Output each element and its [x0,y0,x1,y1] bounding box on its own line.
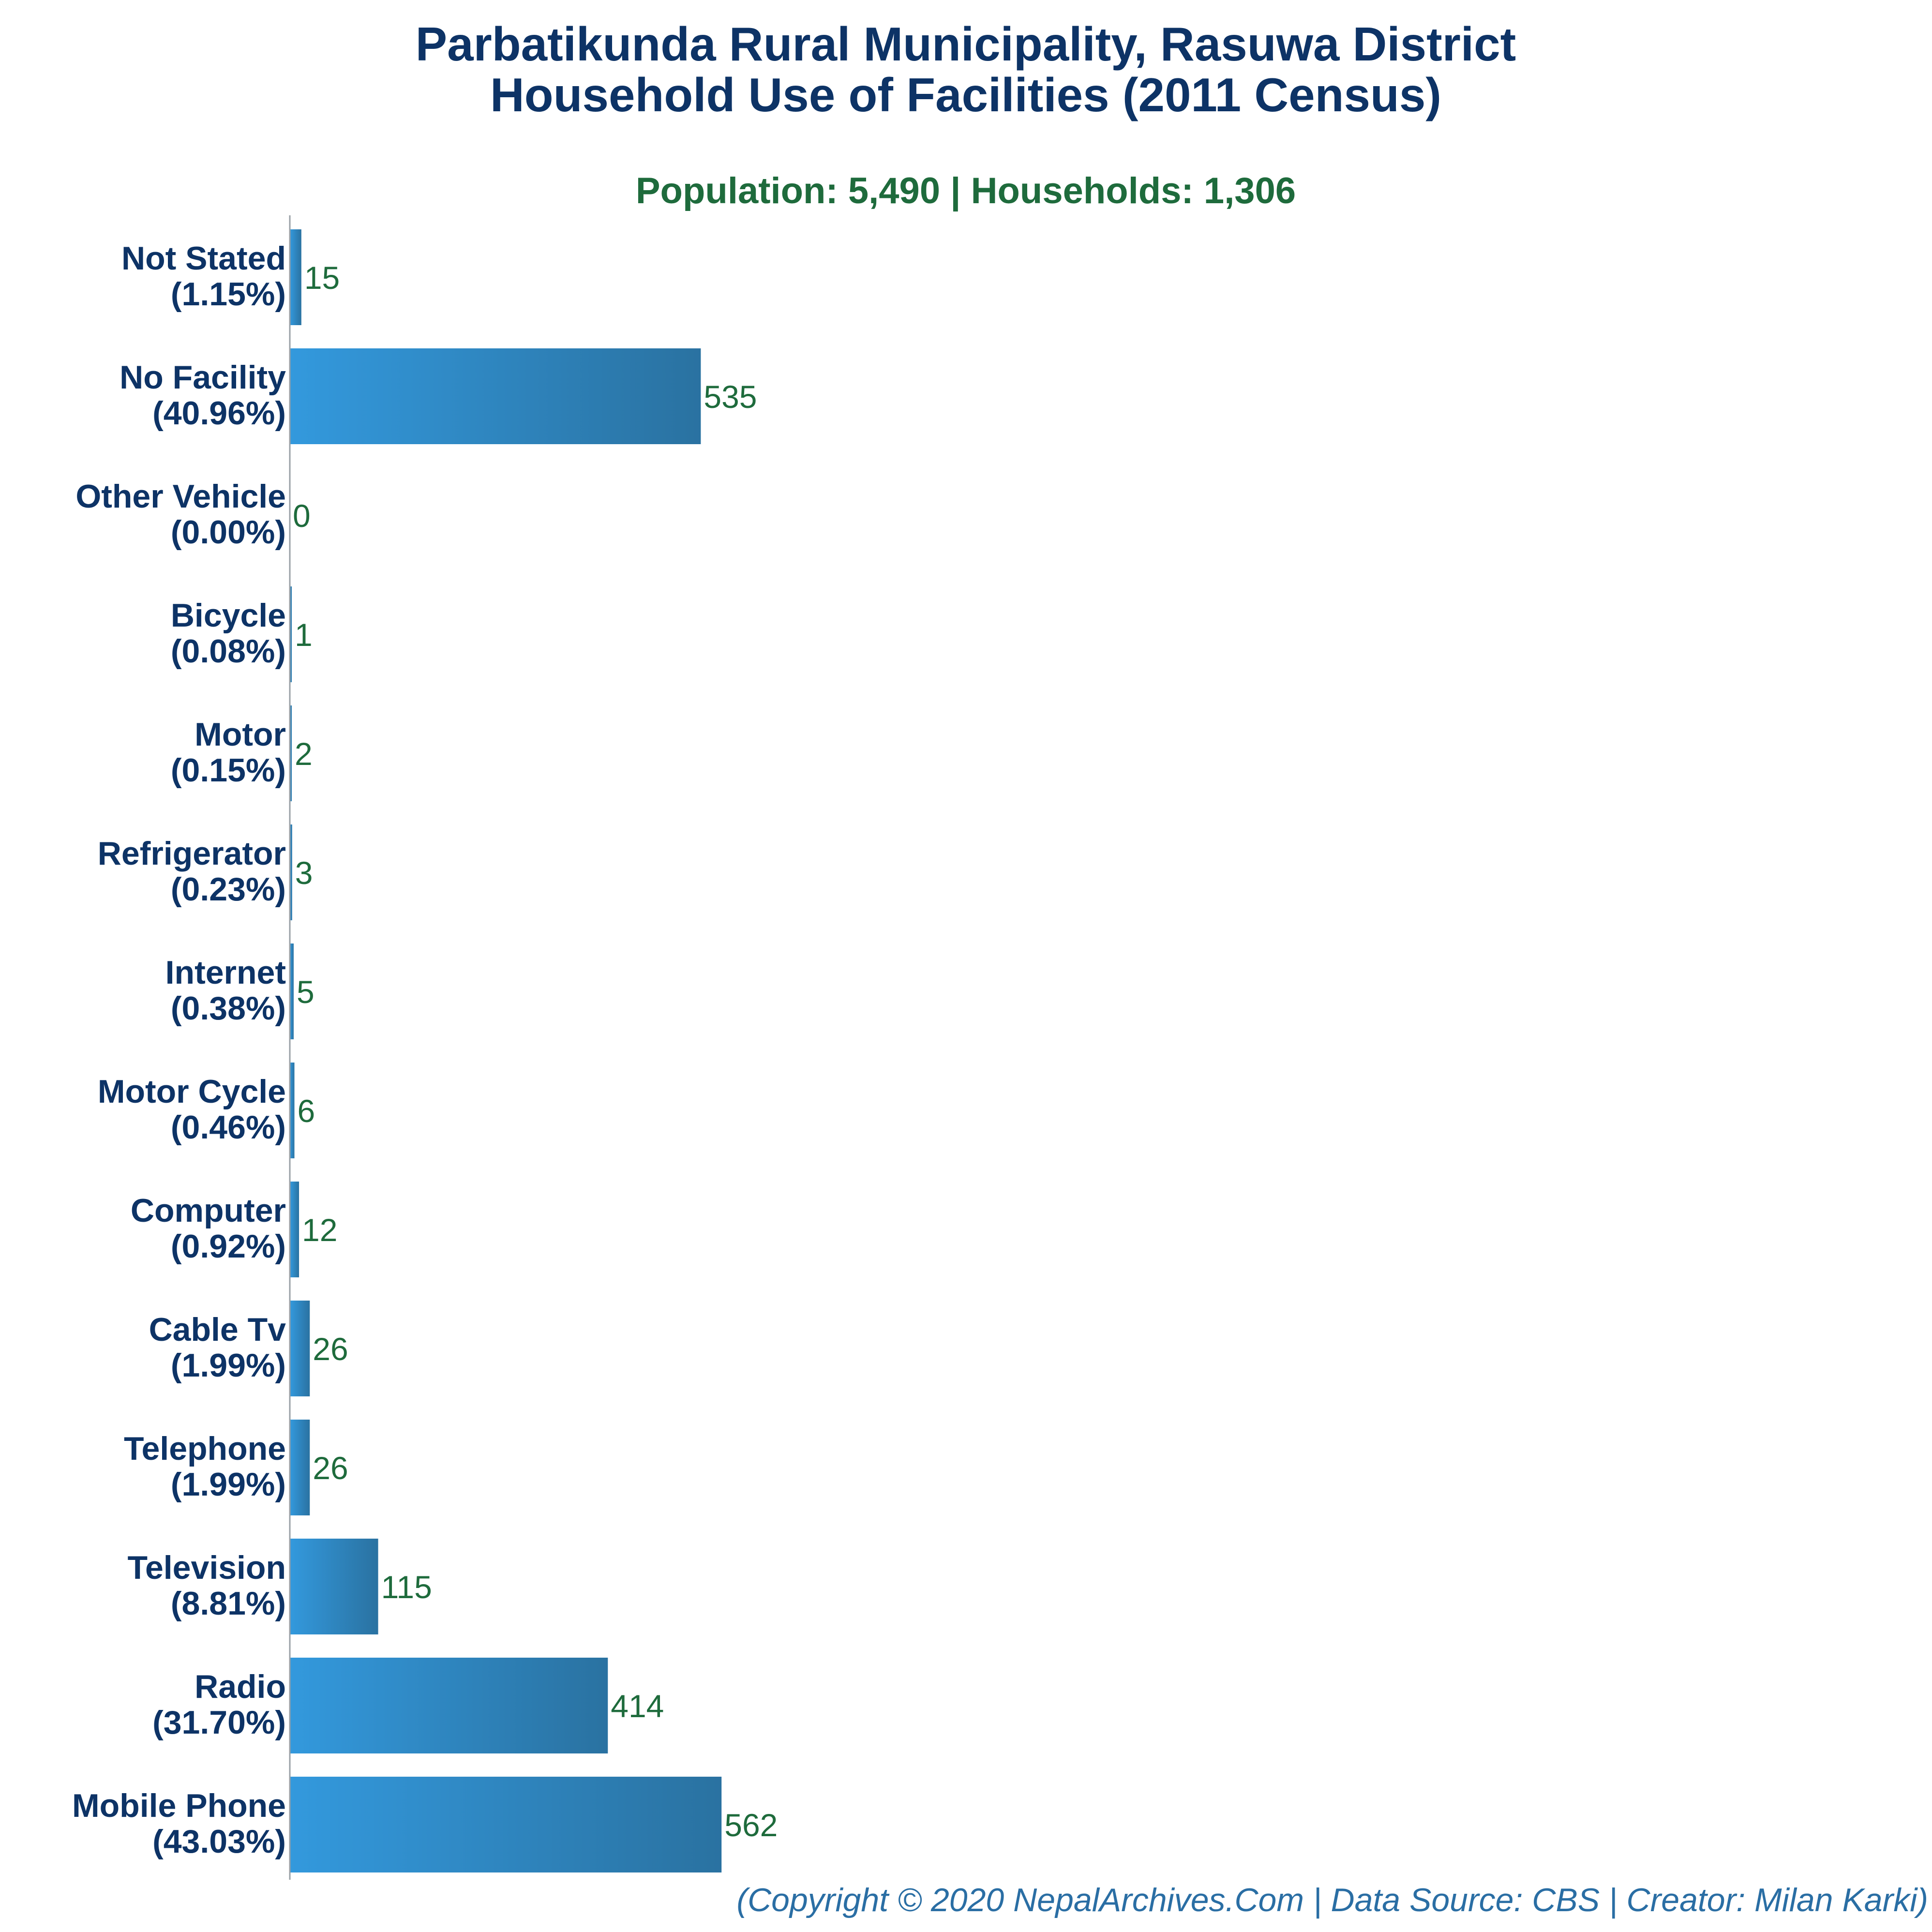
percent-label: (1.15%) [171,276,286,313]
percent-label: (0.46%) [171,1109,286,1146]
category-label: No Facility [120,359,286,396]
category-label: Internet [165,954,286,991]
value-label: 26 [313,1450,348,1486]
bar [290,824,292,920]
value-label: 26 [313,1331,348,1367]
percent-label: (1.99%) [171,1347,286,1384]
category-label: Cable Tv [149,1311,286,1348]
percent-label: (43.03%) [152,1823,286,1860]
bar [290,348,701,444]
chart-title-line-1: Parbatikunda Rural Municipality, Rasuwa … [416,17,1516,71]
value-label: 562 [724,1807,778,1843]
percent-label: (8.81%) [171,1585,286,1622]
percent-label: (0.00%) [171,514,286,551]
bar [290,229,301,325]
percent-label: (0.15%) [171,752,286,789]
value-label: 5 [297,974,315,1010]
percent-label: (1.99%) [171,1466,286,1503]
bar [290,1420,310,1515]
percent-label: (0.08%) [171,633,286,670]
value-label: 15 [304,260,340,296]
bar [290,1539,378,1634]
value-label: 535 [704,379,757,415]
category-label: Other Vehicle [75,478,286,515]
percent-label: (40.96%) [152,395,286,432]
bar [290,586,292,682]
category-label: Motor [195,716,286,753]
category-label: Telephone [124,1430,286,1467]
percent-label: (31.70%) [152,1704,286,1741]
value-label: 6 [298,1093,315,1129]
value-label: 414 [611,1688,664,1724]
chart-subtitle: Population: 5,490 | Households: 1,306 [636,170,1296,212]
category-label: Refrigerator [98,835,286,872]
bar [290,1182,300,1277]
value-label: 1 [295,617,313,653]
bar [290,705,292,801]
bar [290,1301,310,1396]
bar [290,1777,722,1872]
category-label: Computer [131,1192,286,1229]
category-label: Mobile Phone [72,1787,286,1824]
category-label: Motor Cycle [98,1073,286,1110]
value-label: 115 [381,1569,432,1605]
percent-label: (0.38%) [171,990,286,1027]
category-label: Bicycle [171,597,286,634]
value-label: 0 [293,498,311,534]
value-label: 3 [295,855,313,891]
category-label: Radio [195,1668,286,1705]
bar [290,1063,295,1158]
percent-label: (0.23%) [171,871,286,908]
chart-title-line-2: Household Use of Facilities (2011 Census… [490,68,1441,121]
value-label: 12 [302,1212,337,1248]
bar [290,944,294,1039]
chart-footer: (Copyright © 2020 NepalArchives.Com | Da… [736,1882,1928,1918]
percent-label: (0.92%) [171,1228,286,1265]
category-label: Television [127,1549,286,1586]
bar [290,1658,608,1753]
category-label: Not Stated [121,240,286,277]
value-label: 2 [295,736,313,772]
